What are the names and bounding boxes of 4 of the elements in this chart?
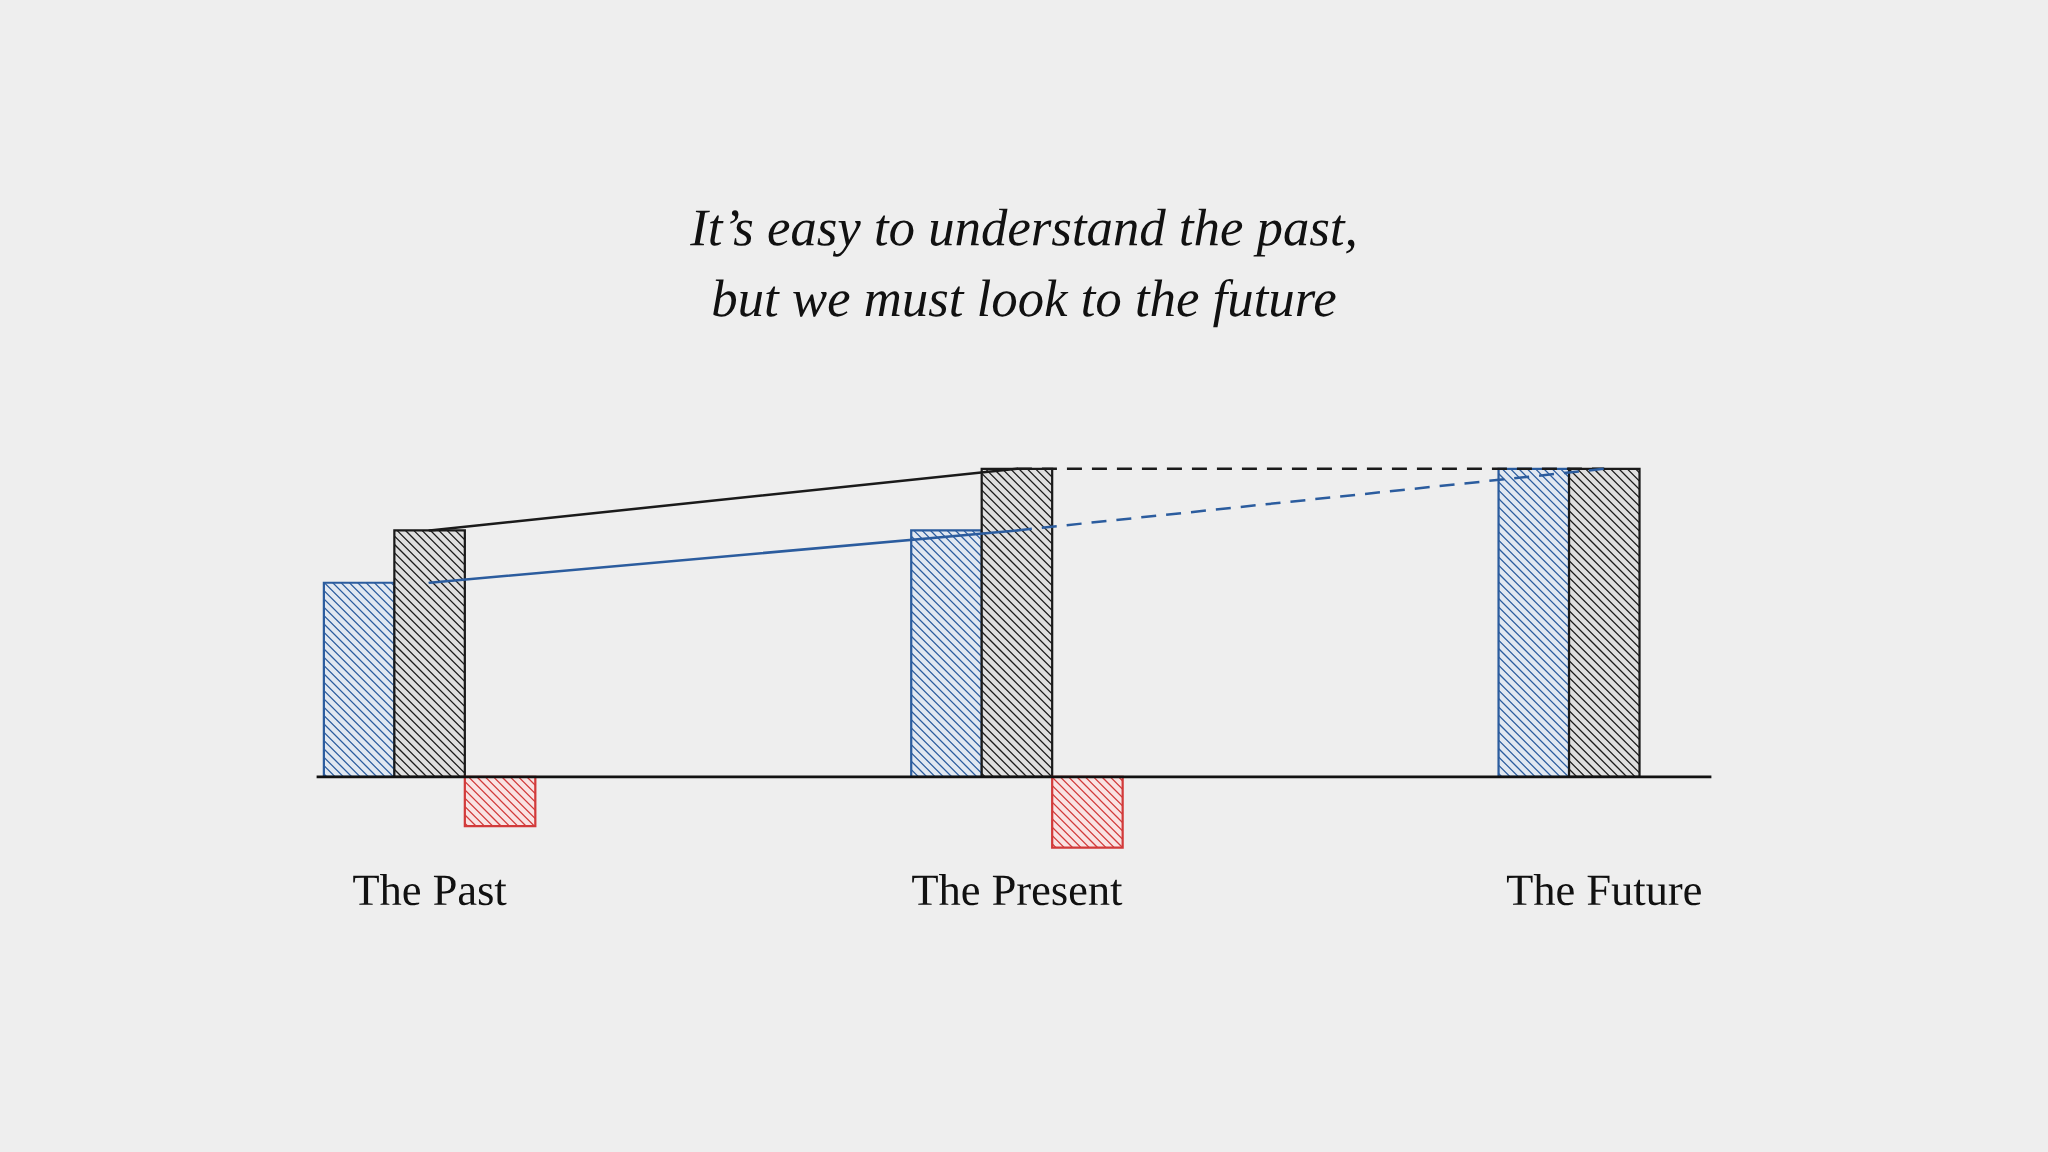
x-tick-label: The Past — [353, 874, 507, 906]
x-tick-label: The Future — [1506, 874, 1701, 906]
x-tick-label: The Present — [912, 874, 1123, 906]
chart-title: It’s easy to understand the past, but we must look to the future — [690, 208, 1355, 328]
